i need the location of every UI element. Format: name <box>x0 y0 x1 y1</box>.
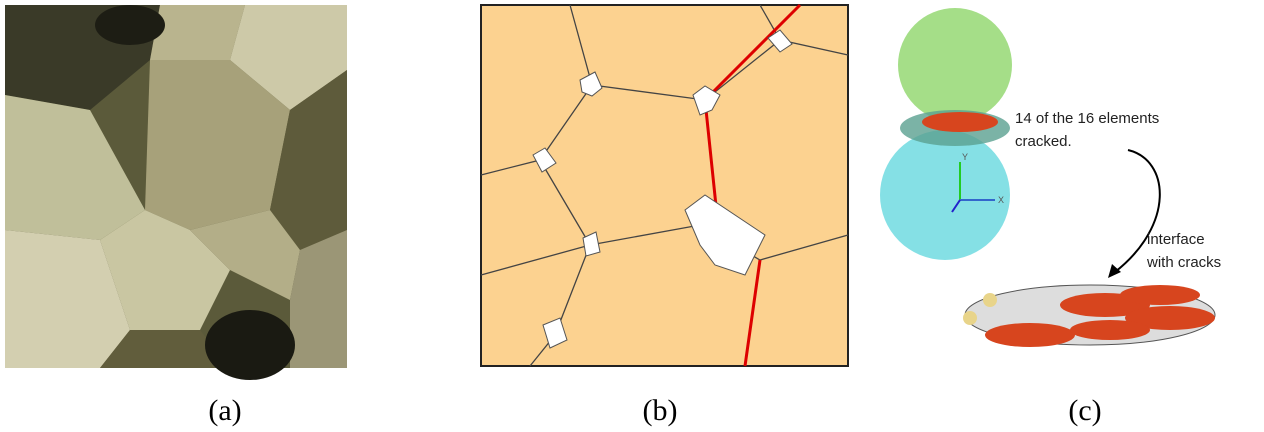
annotation: 14 of the 16 elements <box>1015 110 1159 127</box>
annotation: cracked. <box>1015 133 1072 150</box>
annotation: interface <box>1147 231 1205 248</box>
caption: (c) <box>1068 394 1101 427</box>
caption: (b) <box>643 394 678 427</box>
figure: Y X 14 of the 16 elements cracked. inter… <box>0 0 1264 432</box>
model-3d: Y X 14 of the 16 elements cracked. inter… <box>880 8 1221 347</box>
grain-diagram <box>481 5 848 366</box>
annotation: with cracks <box>1146 254 1221 271</box>
axis-label: Y <box>962 152 968 162</box>
axis-label: X <box>998 195 1004 205</box>
micrograph <box>5 5 347 380</box>
caption: (a) <box>208 394 241 427</box>
